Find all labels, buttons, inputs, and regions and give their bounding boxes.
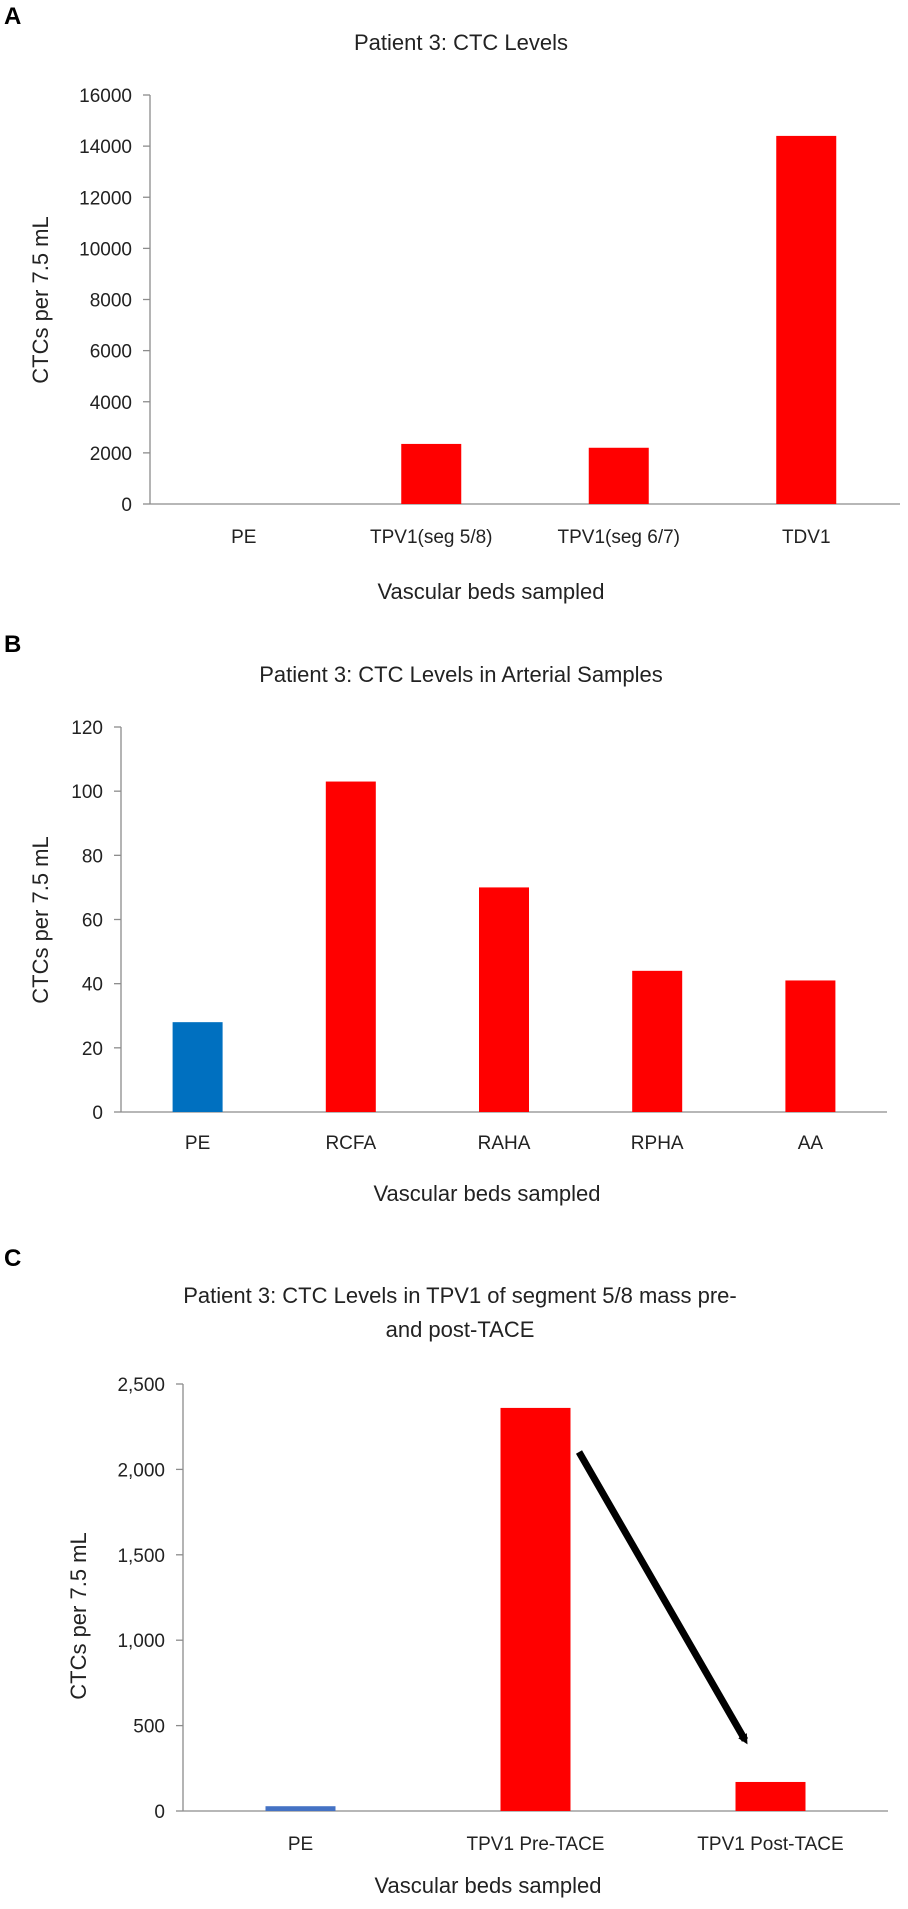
chart-a: 0 2000 4000 6000 8000 10000 12000 14000 16000 PE T… xyxy=(79,86,900,548)
chart-a-y-tick-label: 16000 xyxy=(79,86,132,107)
chart-b-category-label: RAHA xyxy=(478,1133,531,1154)
decrease-arrow xyxy=(575,1450,749,1745)
chart-c: 0 500 1,000 1,500 2,000 2,500 PE TPV1 Pre-TACE T… xyxy=(117,1375,888,1855)
chart-a-y-tick-label: 8000 xyxy=(90,291,132,312)
chart-a-y-tick-label: 14000 xyxy=(79,137,132,158)
panel-label-c: C xyxy=(4,1245,21,1272)
chart-c-category-label: PE xyxy=(288,1834,313,1855)
chart-a-y-tick-label: 0 xyxy=(121,495,132,516)
chart-b-y-tick-label: 80 xyxy=(82,846,103,867)
chart-b-bar xyxy=(479,887,529,1112)
chart-a-title: Patient 3: CTC Levels xyxy=(354,30,568,55)
chart-a-xlabel: Vascular beds sampled xyxy=(377,579,604,604)
chart-c-y-tick-label: 0 xyxy=(154,1802,165,1823)
chart-a-category-label: PE xyxy=(231,527,256,548)
chart-a-category-label: TPV1(seg 6/7) xyxy=(558,527,681,548)
chart-b-y-tick-label: 40 xyxy=(82,975,103,996)
chart-b-y-tick-label: 0 xyxy=(92,1103,103,1124)
chart-c-title-line-2: and post-TACE xyxy=(386,1317,535,1342)
panel-label-b: B xyxy=(4,631,21,658)
chart-a-y-tick-label: 4000 xyxy=(90,393,132,414)
chart-a-category-label: TPV1(seg 5/8) xyxy=(370,527,493,548)
chart-c-y-tick-label: 1,000 xyxy=(117,1631,165,1652)
chart-b-category-label: PE xyxy=(185,1133,210,1154)
chart-c-y-tick-label: 1,500 xyxy=(117,1546,165,1567)
chart-b-category-label: AA xyxy=(798,1133,824,1154)
chart-b-bar xyxy=(325,781,376,1112)
chart-c-y-tick-label: 500 xyxy=(133,1717,165,1738)
panel-label-a: A xyxy=(4,3,21,30)
chart-b-category-label: RCFA xyxy=(325,1133,376,1154)
chart-a-y-tick-label: 12000 xyxy=(79,188,132,209)
chart-b-y-tick-label: 100 xyxy=(71,782,103,803)
chart-c-y-tick-label: 2,000 xyxy=(117,1460,165,1481)
chart-b-xlabel: Vascular beds sampled xyxy=(373,1181,600,1206)
chart-b-y-tick-label: 60 xyxy=(82,911,103,932)
chart-b-bar xyxy=(632,970,683,1112)
chart-c-bar xyxy=(735,1781,806,1811)
chart-c-title-line-1: Patient 3: CTC Levels in TPV1 of segment… xyxy=(183,1283,737,1308)
chart-a-y-tick-label: 6000 xyxy=(90,342,132,363)
chart-c-xlabel: Vascular beds sampled xyxy=(374,1873,601,1898)
chart-b-y-tick-label: 120 xyxy=(71,718,103,739)
chart-b-ylabel: CTCs per 7.5 mL xyxy=(28,836,53,1004)
chart-b-y-tick-label: 20 xyxy=(82,1039,103,1060)
chart-c-y-tick-label: 2,500 xyxy=(117,1375,165,1396)
chart-b-bar xyxy=(785,980,836,1112)
chart-c-ylabel: CTCs per 7.5 mL xyxy=(66,1532,91,1700)
chart-b-bar xyxy=(172,1022,223,1112)
chart-c-category-label: TPV1 Pre-TACE xyxy=(467,1834,605,1855)
chart-b: 0 20 40 60 80 100 120 PE RCFA RAHA RPHA AA xyxy=(71,718,887,1154)
chart-c-bar xyxy=(500,1407,571,1811)
chart-a-bar xyxy=(588,447,649,504)
chart-b-category-label: RPHA xyxy=(631,1133,684,1154)
chart-a-y-tick-label: 2000 xyxy=(90,444,132,465)
chart-c-bar xyxy=(265,1806,336,1811)
chart-a-ylabel: CTCs per 7.5 mL xyxy=(28,216,53,384)
chart-c-category-label: TPV1 Post-TACE xyxy=(697,1834,843,1855)
chart-a-y-tick-label: 10000 xyxy=(79,239,132,260)
chart-b-title: Patient 3: CTC Levels in Arterial Sample… xyxy=(259,662,663,687)
chart-a-bar xyxy=(776,135,837,504)
chart-a-bar xyxy=(401,443,462,504)
chart-a-category-label: TDV1 xyxy=(782,527,831,548)
